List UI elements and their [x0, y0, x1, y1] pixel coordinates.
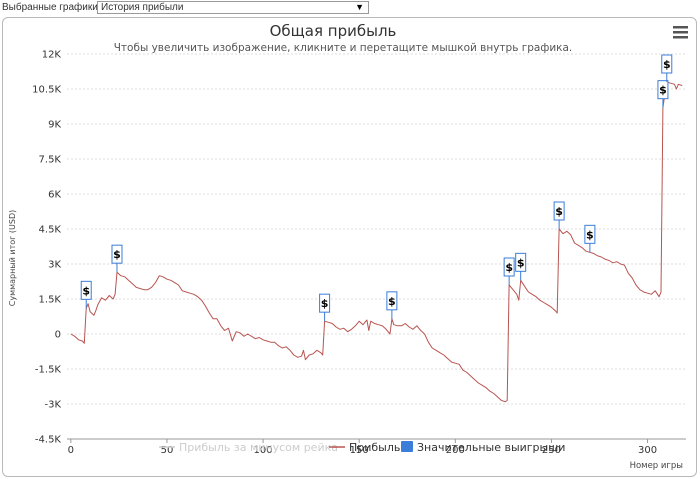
x-tick-label: 300 [638, 445, 657, 456]
y-tick-label: 12K [42, 50, 62, 61]
y-tick-label: 6K [48, 190, 61, 201]
big-win-marker[interactable]: $ [661, 54, 673, 82]
chart-selector-value: История прибыли [101, 2, 184, 13]
big-win-flag[interactable] [319, 293, 331, 313]
dollar-icon[interactable]: $ [659, 84, 667, 97]
x-tick-label: 50 [161, 445, 174, 456]
big-win-marker[interactable]: $ [657, 80, 669, 108]
chart-selector-label: Выбранные графики: [2, 2, 101, 13]
x-tick-label: 200 [446, 445, 465, 456]
big-win-markers: $ $ $ $ $ $ $ $ $ $ [80, 54, 673, 322]
y-tick-label: -1.5K [35, 365, 62, 376]
big-win-marker[interactable]: $ [503, 257, 515, 285]
dollar-icon[interactable]: $ [663, 58, 671, 71]
big-win-marker[interactable]: $ [80, 280, 92, 309]
y-tick-label: 1.5K [39, 295, 62, 306]
legend: Прибыль за минусом рейка Прибыль Значите… [159, 441, 565, 454]
dollar-icon[interactable]: $ [555, 205, 563, 218]
big-win-flag[interactable] [661, 54, 673, 74]
x-tick-label: 150 [350, 445, 369, 456]
menu-icon-bar[interactable] [673, 31, 688, 34]
big-win-flag[interactable] [657, 80, 669, 100]
x-tick-label: 0 [68, 445, 74, 456]
y-axis-label: Суммарный итог (USD) [8, 210, 17, 307]
y-tick-label: 3K [48, 260, 61, 271]
big-win-flag[interactable] [553, 201, 565, 221]
legend-item-profit[interactable]: Прибыль [349, 441, 400, 454]
chart-container[interactable]: Общая прибыль Чтобы увеличить изображени… [2, 17, 697, 477]
y-axis-ticks: 12K 10.5K 9K 7.5K 6K 4.5K 3K 1.5K 0 -1.5K -3K -4.5K [32, 50, 61, 446]
legend-item-big-wins[interactable]: Значительные выигрыши [417, 441, 565, 454]
y-tick-label: 9K [48, 120, 61, 131]
big-win-marker[interactable]: $ [553, 201, 565, 229]
menu-icon-bar[interactable] [673, 26, 688, 29]
dollar-icon[interactable]: $ [388, 295, 396, 308]
big-win-marker[interactable]: $ [386, 291, 398, 319]
big-win-flag[interactable] [503, 257, 515, 277]
profit-chart[interactable]: Общая прибыль Чтобы увеличить изображени… [3, 18, 697, 477]
y-tick-label: 4.5K [39, 225, 62, 236]
big-win-flag[interactable] [80, 280, 92, 300]
chart-selector-bar: Выбранные графики: История прибыли ▼ [0, 0, 700, 16]
big-win-flag[interactable] [515, 252, 527, 272]
big-win-marker[interactable]: $ [584, 224, 596, 253]
menu-icon-bar[interactable] [673, 36, 688, 39]
big-win-marker[interactable]: $ [515, 252, 527, 281]
legend-bigwin-swatch[interactable] [401, 441, 413, 452]
x-axis-ticks: 0 50 100 150 200 250 300 [67, 438, 686, 456]
big-win-marker[interactable]: $ [111, 244, 123, 273]
x-tick-label: 250 [542, 445, 561, 456]
grid [67, 53, 686, 440]
big-win-flag[interactable] [584, 224, 596, 244]
dollar-icon[interactable]: $ [505, 261, 513, 274]
series-line-profit[interactable] [70, 81, 683, 403]
series-layer [70, 81, 683, 403]
dollar-icon[interactable]: $ [113, 248, 121, 261]
y-tick-label: 10.5K [32, 85, 61, 96]
big-win-marker[interactable]: $ [319, 293, 331, 322]
dollar-icon[interactable]: $ [586, 228, 594, 241]
x-axis-label: Номер игры [630, 461, 683, 471]
legend-item-rake[interactable]: Прибыль за минусом рейка [179, 441, 338, 454]
dollar-icon[interactable]: $ [82, 284, 90, 297]
chart-subtitle: Чтобы увеличить изображение, кликните и … [114, 42, 573, 54]
chart-selector-dropdown[interactable]: История прибыли ▼ [97, 1, 369, 14]
y-tick-label: -4.5K [35, 435, 62, 446]
big-win-flag[interactable] [386, 291, 398, 311]
dollar-icon[interactable]: $ [321, 297, 329, 310]
y-tick-label: 0 [55, 330, 61, 341]
y-tick-label: -3K [44, 400, 61, 411]
dollar-icon[interactable]: $ [517, 256, 525, 269]
chart-title: Общая прибыль [270, 22, 397, 40]
menu-icon[interactable] [673, 26, 688, 39]
x-tick-label: 100 [254, 445, 273, 456]
big-win-flag[interactable] [111, 244, 123, 264]
y-tick-label: 7.5K [39, 155, 62, 166]
dropdown-arrow-icon[interactable]: ▼ [355, 2, 364, 12]
